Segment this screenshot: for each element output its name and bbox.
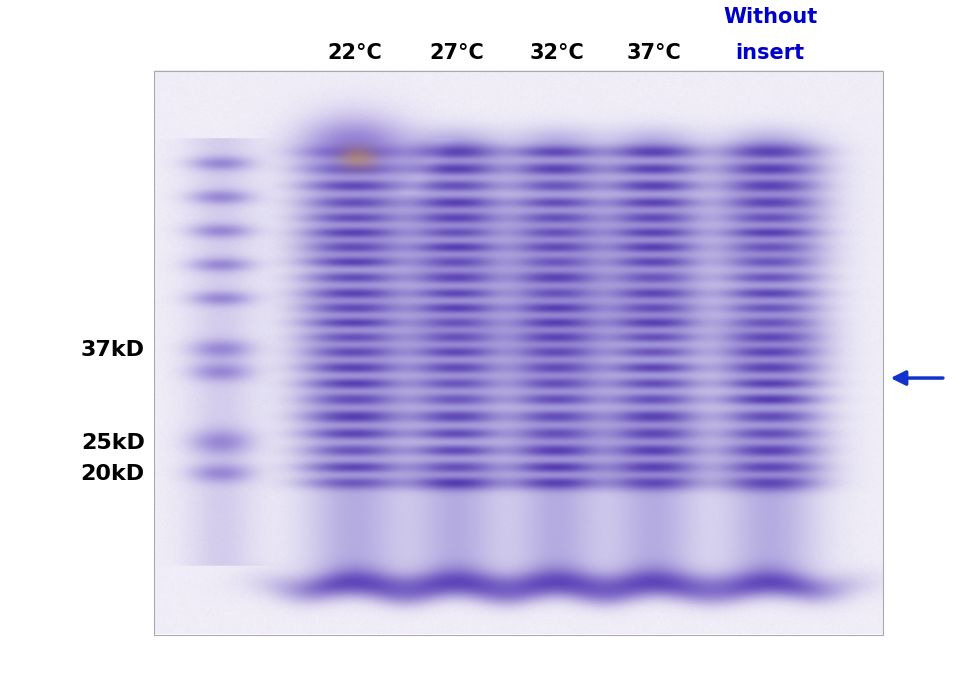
Text: 27°C: 27°C: [429, 43, 484, 63]
Text: insert: insert: [735, 43, 805, 63]
Text: 37°C: 37°C: [627, 43, 681, 63]
Text: 20kD: 20kD: [81, 464, 145, 484]
Text: 25kD: 25kD: [81, 433, 145, 453]
Text: 37kD: 37kD: [81, 340, 145, 360]
Text: Without: Without: [723, 7, 817, 27]
Text: 22°C: 22°C: [327, 43, 382, 63]
Bar: [154, 71, 883, 634]
Text: 32°C: 32°C: [530, 43, 585, 63]
